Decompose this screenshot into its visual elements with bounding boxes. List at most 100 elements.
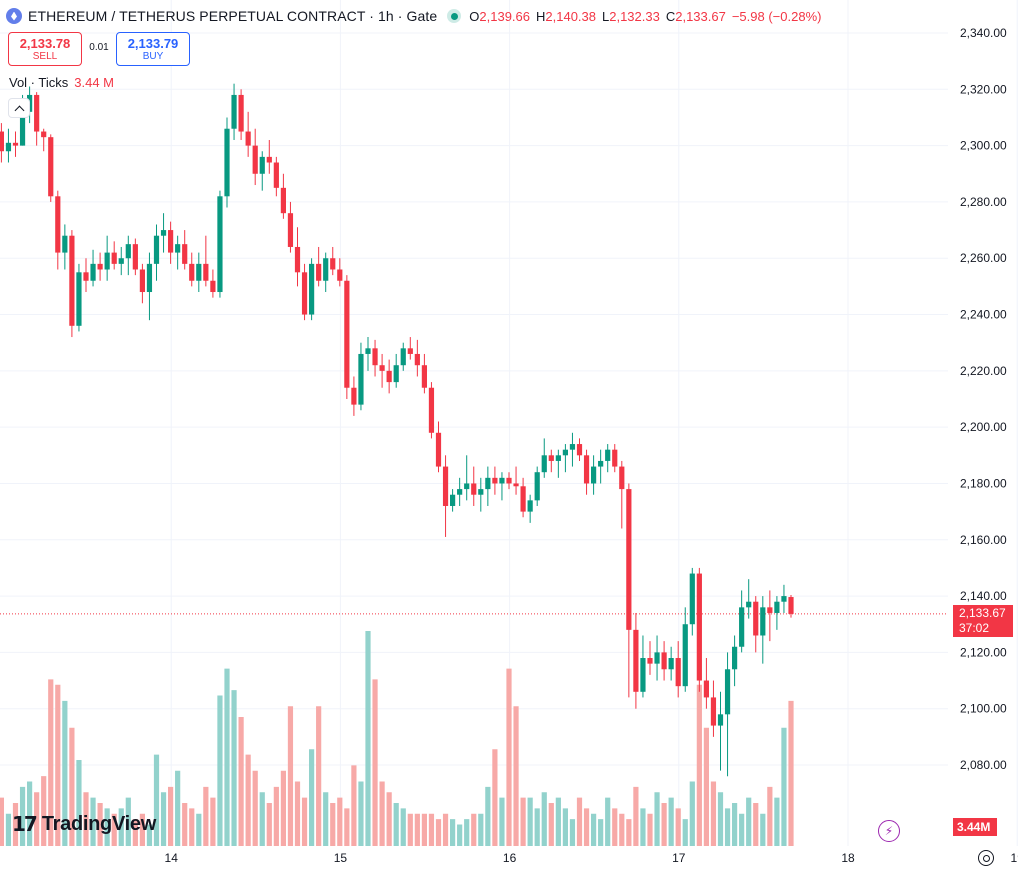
candle-body[interactable] — [703, 680, 709, 698]
candle-body[interactable] — [90, 263, 96, 281]
candle-body[interactable] — [661, 652, 667, 670]
candle-body[interactable] — [69, 235, 75, 326]
candle-body[interactable] — [400, 348, 406, 366]
candle-body[interactable] — [189, 263, 195, 281]
candle-body[interactable] — [231, 94, 237, 129]
candle-body[interactable] — [633, 629, 639, 692]
candle-body[interactable] — [245, 131, 251, 146]
candle-body[interactable] — [407, 348, 413, 354]
candle-body[interactable] — [555, 455, 561, 461]
candle-body[interactable] — [287, 213, 294, 247]
gear-icon[interactable] — [978, 850, 994, 866]
candle-body[interactable] — [393, 365, 399, 383]
candle-body[interactable] — [160, 230, 167, 236]
candle-body[interactable] — [435, 432, 442, 467]
candle-body[interactable] — [330, 258, 336, 270]
candle-body[interactable] — [0, 131, 4, 152]
candle-body[interactable] — [344, 280, 350, 388]
candle-body[interactable] — [513, 483, 519, 487]
candle-body[interactable] — [62, 235, 68, 253]
candle-body[interactable] — [196, 263, 202, 281]
candle-body[interactable] — [485, 477, 491, 490]
candle-body[interactable] — [203, 263, 209, 281]
sell-button[interactable]: 2,133.78 SELL — [8, 32, 82, 66]
candle-body[interactable] — [541, 455, 547, 473]
candle-body[interactable] — [506, 477, 512, 484]
candle-body[interactable] — [316, 263, 322, 281]
candle-body[interactable] — [640, 658, 646, 692]
candle-body[interactable] — [717, 714, 724, 726]
candle-body[interactable] — [562, 449, 568, 456]
candle-body[interactable] — [175, 244, 181, 253]
candle-body[interactable] — [724, 669, 731, 715]
candle-body[interactable] — [259, 156, 265, 174]
candle-body[interactable] — [428, 387, 435, 433]
candle-body[interactable] — [280, 187, 286, 214]
candle-body[interactable] — [351, 387, 357, 405]
candle-body[interactable] — [372, 348, 378, 366]
candle-body[interactable] — [118, 258, 124, 264]
candle-body[interactable] — [421, 365, 427, 388]
candle-body[interactable] — [238, 94, 244, 132]
candle-body[interactable] — [146, 263, 153, 293]
candle-body[interactable] — [337, 269, 343, 281]
candle-body[interactable] — [781, 596, 787, 602]
candle-body[interactable] — [788, 597, 794, 614]
candle-body[interactable] — [48, 137, 54, 197]
candle-body[interactable] — [619, 466, 625, 490]
candle-body[interactable] — [654, 652, 660, 664]
candle-body[interactable] — [732, 646, 738, 670]
candle-body[interactable] — [83, 272, 89, 281]
candle-body[interactable] — [132, 244, 138, 270]
candle-body[interactable] — [464, 483, 470, 490]
candle-body[interactable] — [499, 477, 505, 484]
candle-body[interactable] — [753, 601, 759, 636]
candle-body[interactable] — [55, 196, 61, 253]
candle-body[interactable] — [104, 252, 110, 270]
candle-body[interactable] — [379, 365, 385, 371]
candle-body[interactable] — [323, 258, 329, 281]
candle-body[interactable] — [252, 145, 258, 174]
candle-body[interactable] — [534, 472, 540, 501]
candle-body[interactable] — [168, 230, 174, 253]
candle-body[interactable] — [492, 477, 498, 484]
collapse-legend-button[interactable] — [8, 98, 30, 118]
candle-body[interactable] — [34, 94, 40, 132]
candle-body[interactable] — [520, 486, 526, 512]
candle-body[interactable] — [760, 607, 766, 636]
candle-body[interactable] — [682, 624, 688, 687]
candle-body[interactable] — [153, 235, 160, 264]
candle-body[interactable] — [273, 162, 279, 188]
price-axis[interactable]: 2,340.00 2,320.00 2,300.00 2,280.00 2,260.00… — [960, 26, 1007, 772]
candle-body[interactable] — [442, 466, 449, 506]
candle-body[interactable] — [626, 489, 632, 630]
candle-body[interactable] — [471, 483, 477, 495]
lightning-icon[interactable]: ⚡ — [878, 820, 900, 842]
candle-body[interactable] — [301, 272, 308, 315]
candle-body[interactable] — [668, 658, 674, 670]
candle-body[interactable] — [210, 280, 216, 293]
candle-body[interactable] — [478, 489, 484, 495]
candle-body[interactable] — [739, 607, 745, 647]
candle-body[interactable] — [414, 353, 420, 366]
candle-body[interactable] — [294, 246, 301, 273]
candle-body[interactable] — [527, 500, 533, 512]
candlesticks[interactable] — [0, 83, 794, 777]
candle-body[interactable] — [612, 449, 618, 467]
candle-body[interactable] — [76, 272, 82, 326]
candle-body[interactable] — [139, 269, 145, 293]
candle-body[interactable] — [591, 466, 597, 484]
candle-body[interactable] — [548, 455, 554, 461]
candle-body[interactable] — [266, 156, 272, 163]
candle-body[interactable] — [598, 460, 604, 467]
candle-body[interactable] — [774, 601, 780, 613]
candle-body[interactable] — [19, 111, 26, 146]
candle-body[interactable] — [309, 263, 315, 315]
candle-body[interactable] — [675, 658, 681, 687]
candle-body[interactable] — [365, 348, 371, 354]
candle-body[interactable] — [569, 444, 576, 450]
candle-body[interactable] — [224, 128, 230, 197]
candle-body[interactable] — [217, 196, 223, 293]
tradingview-logo[interactable]: 17 TradingView — [12, 812, 156, 836]
candle-body[interactable] — [5, 142, 12, 152]
